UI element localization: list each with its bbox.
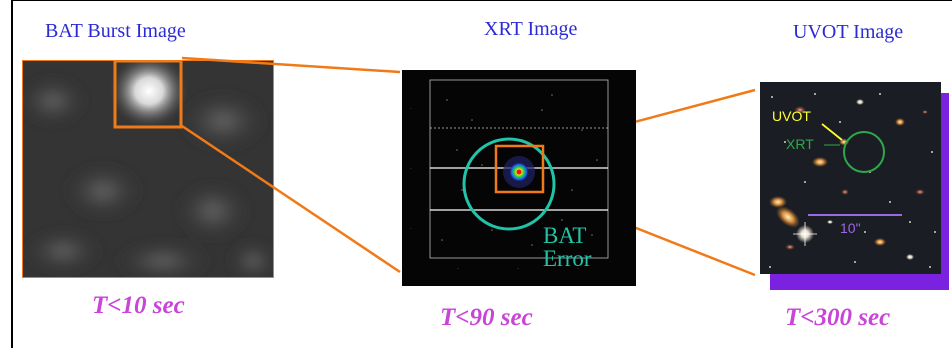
svg-text:·: ·	[517, 266, 519, 272]
uvot-pointer	[821, 123, 843, 141]
scale-label: 10"	[840, 220, 861, 236]
uvot-time: T<300 sec	[785, 304, 891, 331]
xrt-image: · · · · · · BAT Error	[402, 70, 636, 286]
bat-burst-image	[22, 60, 274, 278]
bat-time: T<10 sec	[92, 292, 185, 319]
bat-error-label: BAT Error	[543, 223, 592, 271]
frame-left-line	[11, 0, 13, 348]
xrt-source-label: XRT	[786, 136, 814, 152]
xrt-zoom-box	[494, 144, 545, 194]
frame-top-line	[11, 0, 952, 1]
bat-title: BAT Burst Image	[45, 20, 186, 42]
xrt-time: T<90 sec	[440, 304, 533, 331]
uvot-title: UVOT Image	[793, 21, 904, 43]
svg-text:·: ·	[577, 266, 579, 272]
xrt-title: XRT Image	[484, 18, 578, 40]
svg-text:·: ·	[410, 106, 412, 112]
bat-error-circle	[462, 137, 556, 231]
svg-text:·: ·	[410, 226, 412, 232]
xrt-error-circle	[843, 131, 885, 173]
svg-text:·: ·	[457, 266, 459, 272]
svg-text:·: ·	[410, 166, 412, 172]
uvot-image: UVOT XRT 10"	[760, 82, 941, 274]
bat-zoom-box	[113, 61, 183, 129]
uvot-source-label: UVOT	[772, 108, 811, 124]
